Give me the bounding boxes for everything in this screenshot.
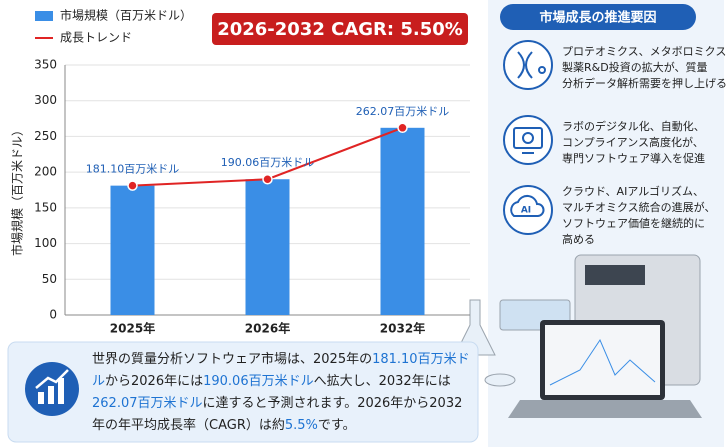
y-tick-label: 150 <box>34 200 57 214</box>
trend-point <box>397 122 408 134</box>
side-title-bg <box>500 4 696 30</box>
trend-point <box>262 173 273 185</box>
lab-illustration <box>454 254 702 418</box>
summary-part: から2026年には <box>105 374 204 389</box>
bar <box>380 127 425 315</box>
summary-part: へ拡大し、2032年には <box>313 374 451 389</box>
legend-swatch <box>35 11 53 21</box>
summary-box <box>7 341 479 443</box>
driver-line: 製薬R&D投資の拡大が、質量 <box>562 61 708 74</box>
y-tick-label: 350 <box>34 58 57 72</box>
summary-highlight: 181.10百万米ドル <box>92 352 470 389</box>
y-tick-label: 100 <box>34 236 57 250</box>
driver-line: マルチオミクス統合の進展が、 <box>562 201 716 214</box>
driver-item: ラボのデジタル化、自動化、 コンプライアンス高度化が、 専門ソフトウェア導入を促進 <box>562 119 705 167</box>
value-label: 190.06百万米ドル <box>221 156 315 169</box>
value-label: 262.07百万米ドル <box>356 105 450 118</box>
badge-bg <box>212 13 468 45</box>
svg-text:AI: AI <box>521 206 531 216</box>
legend-label: 成長トレンド <box>60 31 132 45</box>
x-tick-label: 2026年 <box>245 321 290 336</box>
y-tick-label: 250 <box>34 129 57 143</box>
summary-part: に達すると予測されます。2026年から2032年の年平均成長率（CAGR）は約 <box>92 396 463 433</box>
driver-line: ラボのデジタル化、自動化、 <box>562 120 705 133</box>
value-label: 181.10百万米ドル <box>86 163 180 176</box>
driver-line: 分析データ解析需要を押し上げる <box>562 77 727 90</box>
summary-highlight: 262.07百万米ドル <box>92 396 203 411</box>
x-tick-label: 2025年 <box>110 321 155 336</box>
driver-line: ソフトウェア価値を継続的に <box>562 217 705 230</box>
driver-line: クラウド、AIアルゴリズム、 <box>562 185 704 198</box>
y-axis-label: 市場規模（百万米ドル） <box>10 124 25 256</box>
icons: AI <box>503 40 553 235</box>
summary-icon <box>25 362 79 416</box>
driver-line: 専門ソフトウェア導入を促進 <box>562 152 705 165</box>
y-tick-label: 300 <box>34 93 57 107</box>
driver-line: プロテオミクス、メタボロミクス、 <box>562 45 727 58</box>
summary-text: 世界の質量分析ソフトウェア市場は、2025年の181.10百万米ドルから2026… <box>92 349 472 437</box>
summary-highlight: 5.5% <box>284 418 318 433</box>
driver-item: プロテオミクス、メタボロミクス、 製薬R&D投資の拡大が、質量分析データ解析需要を… <box>562 44 727 92</box>
bar <box>110 185 155 315</box>
driver-line: 高める <box>562 233 595 246</box>
x-tick-label: 2032年 <box>380 321 425 336</box>
legend-label: 市場規模（百万米ドル） <box>60 8 192 23</box>
trend-point <box>127 180 138 191</box>
summary-part: 世界の質量分析ソフトウェア市場は、2025年の <box>92 352 373 367</box>
driver-item: クラウド、AIアルゴリズム、 マルチオミクス統合の進展が、 ソフトウェア価値を継続的… <box>562 184 715 248</box>
y-tick-label: 50 <box>42 272 57 286</box>
driver-line: コンプライアンス高度化が、 <box>562 136 704 149</box>
side-title: 市場成長の推進要因 <box>539 10 656 26</box>
y-tick-label: 200 <box>34 165 57 179</box>
summary-part: です。 <box>317 418 356 433</box>
y-tick-label: 0 <box>49 308 57 322</box>
cagr-badge: 2026-2032 CAGR: 5.50% <box>217 19 463 40</box>
bar <box>245 179 290 315</box>
summary-highlight: 190.06百万米ドル <box>203 374 314 389</box>
